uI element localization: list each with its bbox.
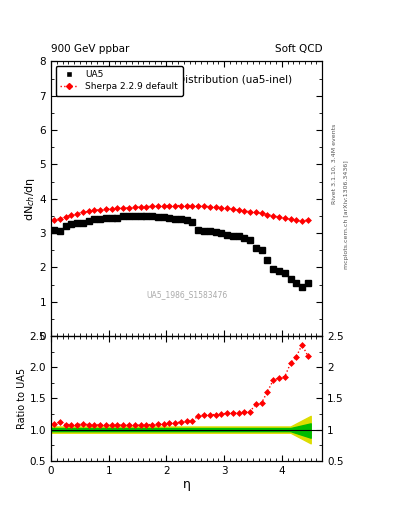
Text: Soft QCD: Soft QCD: [275, 44, 322, 54]
Text: Charged Particleη Distribution (ua5-inel): Charged Particleη Distribution (ua5-inel…: [81, 75, 292, 85]
Text: 900 GeV ppbar: 900 GeV ppbar: [51, 44, 129, 54]
Y-axis label: Ratio to UA5: Ratio to UA5: [17, 368, 27, 429]
Text: Rivet 3.1.10, 3.4M events: Rivet 3.1.10, 3.4M events: [332, 124, 337, 204]
Text: UA5_1986_S1583476: UA5_1986_S1583476: [146, 290, 227, 300]
Y-axis label: dN$_{ch}$/dη: dN$_{ch}$/dη: [23, 177, 37, 221]
Legend: UA5, Sherpa 2.2.9 default: UA5, Sherpa 2.2.9 default: [55, 66, 183, 96]
X-axis label: η: η: [183, 478, 191, 492]
Text: mcplots.cern.ch [arXiv:1306.3436]: mcplots.cern.ch [arXiv:1306.3436]: [344, 161, 349, 269]
